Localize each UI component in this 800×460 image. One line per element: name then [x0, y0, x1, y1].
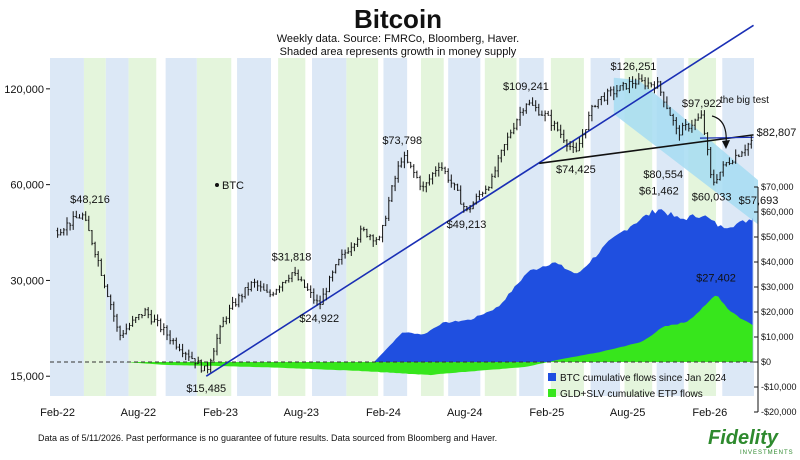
chart-subtitle-2: Shaded area represents growth in money s… [280, 46, 517, 58]
shade-band-2 [105, 58, 129, 396]
shade-band-10 [383, 58, 408, 396]
fidelity-logo: Fidelity INVESTMENTS [708, 427, 794, 456]
x-tick-label: Feb-24 [366, 407, 401, 419]
legend-label-etp-flows: GLD+SLV cumulative ETP flows [560, 389, 703, 400]
annotation-peak: $97,922 [682, 98, 722, 110]
y-right-tick-label: $30,000 [761, 282, 794, 292]
y-right-tick-label: $60,000 [761, 207, 794, 217]
annotation-peak: $31,818 [272, 251, 312, 263]
x-tick-label: Aug-23 [284, 407, 319, 419]
annotation-peak: $48,216 [70, 194, 110, 206]
btc-series-dot [215, 183, 219, 187]
channel-band [613, 77, 758, 225]
shade-band-8 [312, 58, 347, 396]
resistance-line [539, 134, 754, 165]
shade-band-7 [278, 58, 306, 396]
y-right-tick-label: $50,000 [761, 232, 794, 242]
annotation-trough: $60,033 [692, 192, 732, 204]
annotation-peak: $73,798 [382, 135, 422, 147]
btc-series-label: BTC [215, 180, 244, 192]
annotation-peak: $109,241 [503, 81, 549, 93]
annotations: $48,216 $15,485 $31,818 $24,922 $73,798 $49,2… [70, 61, 796, 395]
y-right-tick-label: $70,000 [761, 182, 794, 192]
brand-name: Fidelity [708, 427, 779, 449]
legend-swatch-etp-flows [548, 389, 556, 397]
legend-swatch-btc-flows [548, 373, 556, 381]
annotation-peak: $126,251 [611, 61, 657, 73]
shade-band-9 [346, 58, 379, 396]
y-left-tick-label: 30,000 [10, 275, 44, 287]
y-right-tick-label: -$10,000 [761, 382, 797, 392]
y-right-tick-label: $40,000 [761, 257, 794, 267]
x-tick-label: Feb-26 [692, 407, 727, 419]
y-right-tick-label: $20,000 [761, 307, 794, 317]
footer-disclaimer: Data as of 5/11/2026. Past performance i… [38, 433, 497, 443]
downtrend-channel [613, 77, 758, 225]
shade-band-6 [237, 58, 271, 396]
flows-areas [50, 209, 758, 376]
chart-subtitle: Weekly data. Source: FMRCo, Bloomberg, H… [277, 33, 520, 45]
shade-band-11 [420, 58, 444, 396]
legend-label-btc-flows: BTC cumulative flows since Jan 2024 [560, 373, 727, 384]
shade-band-5 [196, 58, 232, 396]
axes: 15,00030,00060,000120,000$70,000$60,000$… [4, 84, 796, 419]
x-tick-label: Aug-25 [610, 407, 645, 419]
shade-band-3 [128, 58, 157, 396]
btc-flows-area [374, 209, 753, 362]
x-tick-label: Feb-22 [40, 407, 75, 419]
annotation-trough: $49,213 [447, 219, 487, 231]
shade-band-4 [165, 58, 197, 396]
big-test-arrow [711, 115, 727, 145]
annotation-flow_last: $57,693 [739, 195, 779, 207]
y-right-tick-label: $0 [761, 357, 771, 367]
brand-sub: INVESTMENTS [740, 450, 794, 456]
big-test-arrow-head [722, 140, 730, 149]
y-right-tick-label: $10,000 [761, 332, 794, 342]
y-left-tick-label: 15,000 [10, 371, 44, 383]
x-tick-label: Feb-25 [529, 407, 564, 419]
x-tick-label: Aug-22 [121, 407, 156, 419]
annotation-trough: $80,554 [643, 169, 683, 181]
annotation-etp_peak: $27,402 [696, 273, 736, 285]
btc-price-series [56, 73, 753, 374]
legend: BTC cumulative flows since Jan 2024 GLD+… [548, 373, 727, 400]
annotation-trough: $15,485 [186, 383, 226, 395]
btc-series-label-text: BTC [222, 180, 244, 192]
annotation-trough: $74,425 [556, 164, 596, 176]
chart-title: Bitcoin [354, 4, 442, 34]
uptrend-line [205, 24, 754, 377]
annotation-trough: $24,922 [299, 313, 339, 325]
y-left-tick-label: 60,000 [10, 180, 44, 192]
x-tick-label: Aug-24 [447, 407, 482, 419]
y-right-tick-label: -$20,000 [761, 407, 797, 417]
etp-flows-area [124, 295, 753, 376]
big-test-note: the big test [720, 95, 769, 106]
shade-band-1 [83, 58, 106, 396]
x-tick-label: Feb-23 [203, 407, 238, 419]
y-left-tick-label: 120,000 [4, 84, 44, 96]
annotation-flow_peak: $61,462 [639, 185, 679, 197]
annotation-last: $82,807 [757, 127, 797, 139]
